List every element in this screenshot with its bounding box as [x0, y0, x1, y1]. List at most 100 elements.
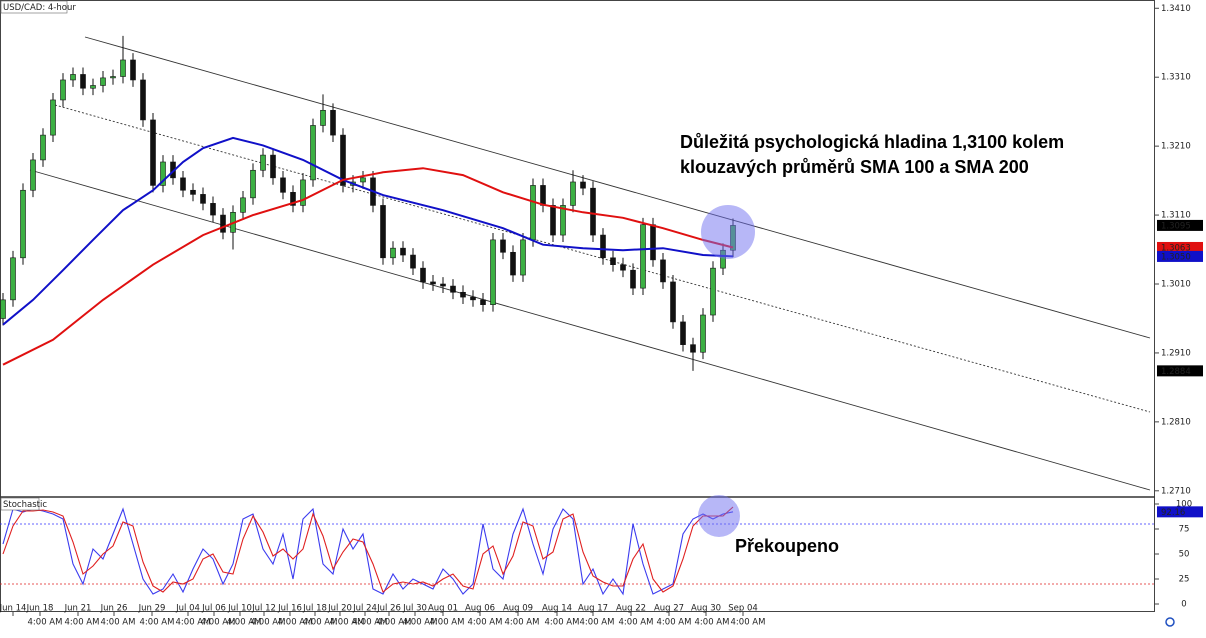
x-tick-label: Jul 24 — [352, 604, 377, 614]
x-time-label: 4:00 AM — [201, 618, 236, 628]
candle-body — [270, 154, 276, 179]
candle-body — [130, 59, 136, 81]
x-tick-label: Aug 27 — [654, 604, 684, 614]
candle-body — [640, 224, 646, 289]
x-tick-label: Aug 09 — [503, 604, 533, 614]
x-time-label: 4:00 AM — [176, 618, 211, 628]
x-tick-label: Aug 30 — [691, 604, 721, 614]
x-time-label: 4:00 AM — [505, 618, 540, 628]
candle-body — [380, 205, 386, 259]
series-line — [2, 167, 734, 366]
y-tick-label: 25 — [1179, 575, 1190, 585]
channel-lower — [29, 169, 1151, 491]
x-time-label: 4:00 AM — [28, 618, 63, 628]
y-tick-label: 1.2910 — [1161, 348, 1191, 358]
series-line — [2, 136, 734, 326]
candle-body — [140, 79, 146, 121]
x-time-label: 4:00 AM — [140, 618, 175, 628]
candle-body — [690, 344, 696, 353]
candle-body — [540, 185, 546, 206]
candle-body — [410, 254, 416, 269]
candle-body — [630, 269, 636, 289]
x-tick-label: Jun 14 — [0, 604, 26, 614]
plot-frame — [0, 0, 1155, 612]
x-tick-label: Jul 06 — [201, 604, 226, 614]
x-time-label: 4:00 AM — [278, 618, 313, 628]
x-time-label: 4:00 AM — [330, 618, 365, 628]
candle-body — [590, 187, 596, 236]
price-tag-label: 92.16 — [1161, 508, 1185, 518]
annotation: Důležitá psychologická hladina 1,3100 ko… — [680, 132, 1064, 152]
price-tag — [1157, 219, 1203, 231]
candle-body — [310, 125, 316, 181]
indicator-title-box — [0, 497, 40, 511]
x-tick-label: Aug 22 — [616, 604, 646, 614]
annotation: klouzavých průměrů SMA 100 a SMA 200 — [680, 157, 1029, 177]
candle-body — [330, 109, 336, 136]
candle-body — [710, 267, 716, 316]
chart-title: USD/CAD: 4-hour — [3, 3, 76, 13]
price-tag — [1157, 241, 1203, 253]
y-tick-label: 50 — [1179, 550, 1190, 560]
price-tag — [1157, 365, 1203, 377]
x-tick-label: Jul 04 — [175, 604, 200, 614]
candle-body — [100, 77, 106, 86]
candle-body — [20, 189, 26, 259]
candle-body — [260, 154, 266, 171]
y-tick-label: 1.3210 — [1161, 142, 1191, 152]
y-tick-label: 75 — [1179, 525, 1190, 535]
x-tick-label: Jul 20 — [327, 604, 352, 614]
price-tag-label: 1.3063 — [1161, 243, 1191, 253]
x-time-label: 4:00 AM — [353, 618, 388, 628]
x-time-label: 4:00 AM — [545, 618, 580, 628]
x-tick-label: Aug 01 — [428, 604, 458, 614]
x-tick-label: Jul 16 — [277, 604, 302, 614]
candle-body — [360, 177, 366, 183]
candle-body — [320, 109, 326, 126]
candle-body — [680, 321, 686, 345]
candle-body — [160, 161, 166, 186]
candle-body — [10, 257, 16, 301]
marks: 1.3410 1.3310 1.3210 1.3110 1.3010 1.2910 1.28… — [0, 4, 1192, 628]
x-tick-label: Jul 30 — [402, 604, 427, 614]
x-time-label: 4:00 AM — [251, 618, 286, 628]
candle-body — [570, 181, 576, 206]
y-tick-label: 1.2710 — [1161, 486, 1191, 496]
x-time-label: 4:00 AM — [731, 618, 766, 628]
candle-body — [480, 299, 486, 305]
highlight-circle — [701, 205, 755, 259]
y-tick-label: 1.3110 — [1161, 211, 1191, 221]
candle-body — [610, 257, 616, 265]
y-tick-label: 1.3010 — [1161, 280, 1191, 290]
y-tick-label: 1.3410 — [1161, 4, 1191, 14]
candle-body — [500, 239, 506, 253]
candle-body — [300, 179, 306, 206]
candle-body — [150, 119, 156, 186]
candle-body — [210, 203, 216, 216]
candle-body — [30, 159, 36, 191]
series-line — [2, 506, 734, 593]
x-time-label: 4:00 AM — [468, 618, 503, 628]
price-tag — [1157, 506, 1203, 518]
x-tick-label: Jul 10 — [227, 604, 252, 614]
candle-body — [490, 239, 496, 305]
candle-body — [440, 283, 446, 287]
indicator-title: Stochastic — [3, 500, 47, 510]
x-time-label: 4:00 AM — [101, 618, 136, 628]
y-tick-label: 0 — [1181, 600, 1186, 610]
price-tag-label: 1.2884 — [1161, 367, 1191, 377]
x-tick-label: Aug 17 — [578, 604, 608, 614]
x-tick-label: Jun 29 — [138, 604, 166, 614]
x-time-label: 4:00 AM — [657, 618, 692, 628]
x-time-label: 4:00 AM — [619, 618, 654, 628]
x-time-label: 4:00 AM — [227, 618, 262, 628]
candle-body — [120, 59, 126, 77]
candle-body — [90, 85, 96, 89]
title-box — [0, 0, 68, 14]
x-tick-label: Jun 18 — [26, 604, 54, 614]
x-tick-label: Jun 26 — [100, 604, 128, 614]
x-tick-label: Jul 12 — [251, 604, 276, 614]
channel-upper — [84, 36, 1151, 339]
candle-body — [240, 197, 246, 213]
